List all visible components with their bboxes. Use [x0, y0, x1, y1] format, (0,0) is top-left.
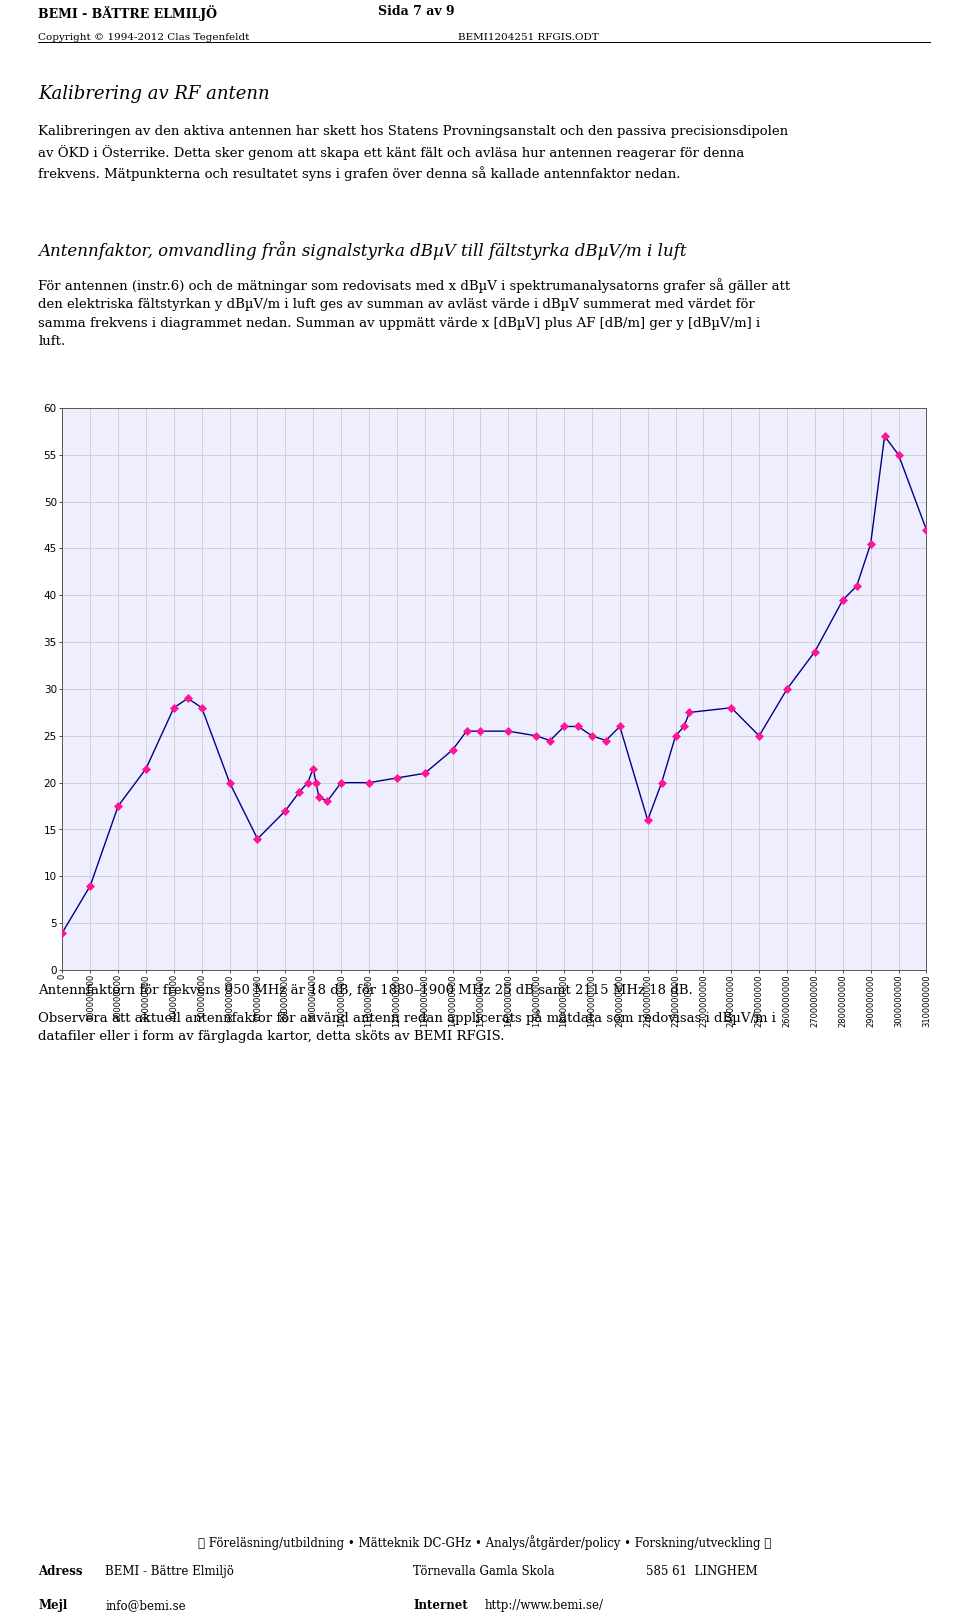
- Text: Internet: Internet: [414, 1599, 468, 1612]
- Text: Antennfaktor, omvandling från signalstyrka dBµV till fältstyrka dBµV/m i luft: Antennfaktor, omvandling från signalstyr…: [38, 241, 687, 260]
- Text: info@bemi.se: info@bemi.se: [106, 1599, 186, 1612]
- Text: Sida 7 av 9: Sida 7 av 9: [377, 5, 454, 18]
- Text: Copyright © 1994-2012 Clas Tegenfeldt: Copyright © 1994-2012 Clas Tegenfeldt: [38, 32, 250, 42]
- Text: Mejl: Mejl: [38, 1599, 67, 1612]
- Text: Törnevalla Gamla Skola: Törnevalla Gamla Skola: [414, 1565, 555, 1578]
- Text: Adress: Adress: [38, 1565, 83, 1578]
- Text: BEMI - Bättre Elmiljö: BEMI - Bättre Elmiljö: [106, 1565, 234, 1578]
- Text: Kalibreringen av den aktiva antennen har skett hos Statens Provningsanstalt och : Kalibreringen av den aktiva antennen har…: [38, 125, 788, 181]
- Text: BEMI - BÄTTRE ELMILJÖ: BEMI - BÄTTRE ELMILJÖ: [38, 5, 217, 21]
- Text: För antennen (instr.6) och de mätningar som redovisats med x dBµV i spektrumanal: För antennen (instr.6) och de mätningar …: [38, 278, 790, 348]
- Text: Antennfaktorn för frekvens 950 MHz är 18 dB, för 1880–1900 MHz 25 dB samt 2115 M: Antennfaktorn för frekvens 950 MHz är 18…: [38, 983, 693, 996]
- Text: Kalibrering av RF antenn: Kalibrering av RF antenn: [38, 86, 270, 103]
- Text: Observera att aktuell antennfaktor för använd antenn redan applicerats på mätdat: Observera att aktuell antennfaktor för a…: [38, 1011, 777, 1043]
- Text: http://www.bemi.se/: http://www.bemi.se/: [485, 1599, 604, 1612]
- Text: BEMI1204251 RFGIS.ODT: BEMI1204251 RFGIS.ODT: [458, 32, 599, 42]
- Text: ⚘ Föreläsning/utbildning • Mätteknik DC-GHz • Analys/åtgärder/policy • Forskning: ⚘ Föreläsning/utbildning • Mätteknik DC-…: [198, 1536, 772, 1551]
- Text: 585 61  LINGHEM: 585 61 LINGHEM: [645, 1565, 757, 1578]
